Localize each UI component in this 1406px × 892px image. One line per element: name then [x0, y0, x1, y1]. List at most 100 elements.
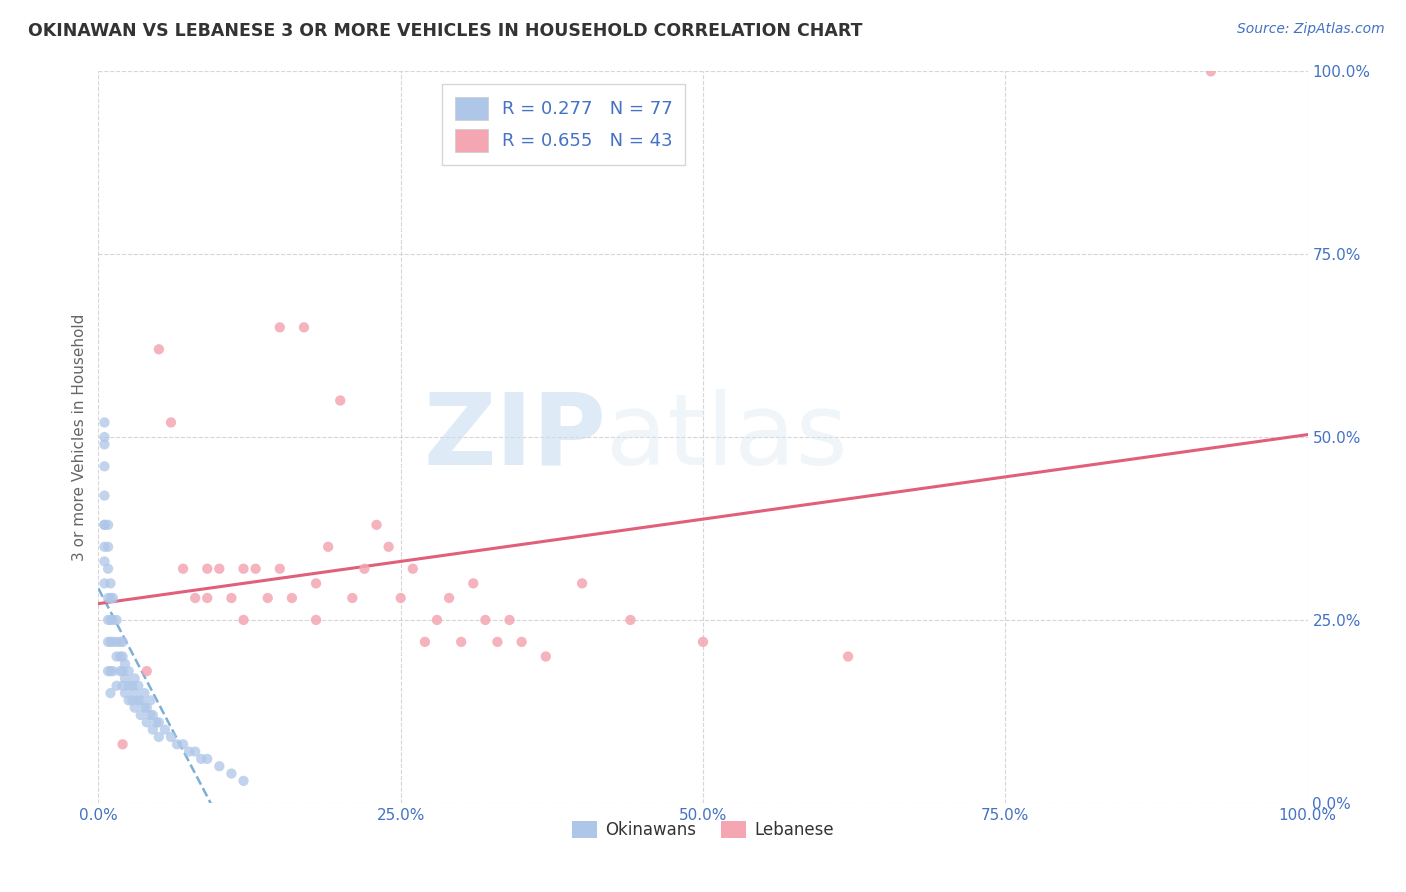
Text: ZIP: ZIP — [423, 389, 606, 485]
Point — [121, 693, 143, 707]
Point — [108, 635, 131, 649]
Point — [93, 489, 115, 503]
Point — [121, 679, 143, 693]
Point — [105, 613, 128, 627]
Text: OKINAWAN VS LEBANESE 3 OR MORE VEHICLES IN HOUSEHOLD CORRELATION CHART: OKINAWAN VS LEBANESE 3 OR MORE VEHICLES … — [28, 22, 863, 40]
Point — [232, 562, 254, 576]
Point — [292, 320, 315, 334]
Point — [269, 320, 291, 334]
Point — [305, 613, 328, 627]
Point — [101, 613, 124, 627]
Point — [111, 635, 134, 649]
Point — [232, 613, 254, 627]
Point — [101, 635, 124, 649]
Point — [221, 591, 243, 605]
Point — [97, 664, 120, 678]
Point — [498, 613, 520, 627]
Point — [139, 693, 162, 707]
Point — [124, 672, 146, 686]
Point — [118, 664, 141, 678]
Point — [111, 737, 134, 751]
Point — [142, 708, 165, 723]
Point — [619, 613, 641, 627]
Point — [101, 664, 124, 678]
Point — [571, 576, 593, 591]
Point — [148, 730, 170, 744]
Point — [97, 517, 120, 532]
Point — [97, 613, 120, 627]
Point — [114, 672, 136, 686]
Point — [166, 737, 188, 751]
Point — [100, 686, 122, 700]
Point — [105, 679, 128, 693]
Point — [93, 517, 115, 532]
Point — [111, 649, 134, 664]
Point — [129, 708, 152, 723]
Point — [100, 613, 122, 627]
Point — [474, 613, 496, 627]
Point — [377, 540, 399, 554]
Point — [118, 679, 141, 693]
Point — [450, 635, 472, 649]
Point — [172, 562, 194, 576]
Point — [148, 343, 170, 357]
Point — [389, 591, 412, 605]
Point — [195, 591, 218, 605]
Point — [148, 715, 170, 730]
Point — [118, 693, 141, 707]
Point — [114, 657, 136, 671]
Point — [93, 430, 115, 444]
Point — [692, 635, 714, 649]
Point — [101, 591, 124, 605]
Point — [232, 773, 254, 788]
Point — [93, 554, 115, 568]
Point — [93, 517, 115, 532]
Point — [195, 752, 218, 766]
Point — [413, 635, 436, 649]
Point — [135, 700, 157, 714]
Point — [353, 562, 375, 576]
Text: Source: ZipAtlas.com: Source: ZipAtlas.com — [1237, 22, 1385, 37]
Point — [184, 745, 207, 759]
Point — [305, 576, 328, 591]
Point — [208, 562, 231, 576]
Point — [124, 686, 146, 700]
Point — [97, 591, 120, 605]
Point — [111, 664, 134, 678]
Point — [129, 693, 152, 707]
Point — [100, 576, 122, 591]
Point — [135, 715, 157, 730]
Point — [97, 635, 120, 649]
Point — [139, 708, 162, 723]
Point — [93, 540, 115, 554]
Point — [179, 745, 201, 759]
Point — [93, 416, 115, 430]
Point — [510, 635, 533, 649]
Point — [93, 459, 115, 474]
Point — [1199, 64, 1222, 78]
Point — [269, 562, 291, 576]
Point — [108, 664, 131, 678]
Point — [134, 686, 156, 700]
Point — [97, 562, 120, 576]
Point — [221, 766, 243, 780]
Point — [342, 591, 364, 605]
Y-axis label: 3 or more Vehicles in Household: 3 or more Vehicles in Household — [72, 313, 87, 561]
Point — [153, 723, 176, 737]
Point — [534, 649, 557, 664]
Point — [837, 649, 859, 664]
Point — [93, 437, 115, 451]
Point — [437, 591, 460, 605]
Point — [134, 700, 156, 714]
Point — [463, 576, 485, 591]
Point — [195, 562, 218, 576]
Point — [105, 649, 128, 664]
Point — [190, 752, 212, 766]
Text: atlas: atlas — [606, 389, 848, 485]
Point — [111, 679, 134, 693]
Point — [281, 591, 304, 605]
Point — [486, 635, 509, 649]
Point — [366, 517, 388, 532]
Point — [245, 562, 267, 576]
Point — [316, 540, 339, 554]
